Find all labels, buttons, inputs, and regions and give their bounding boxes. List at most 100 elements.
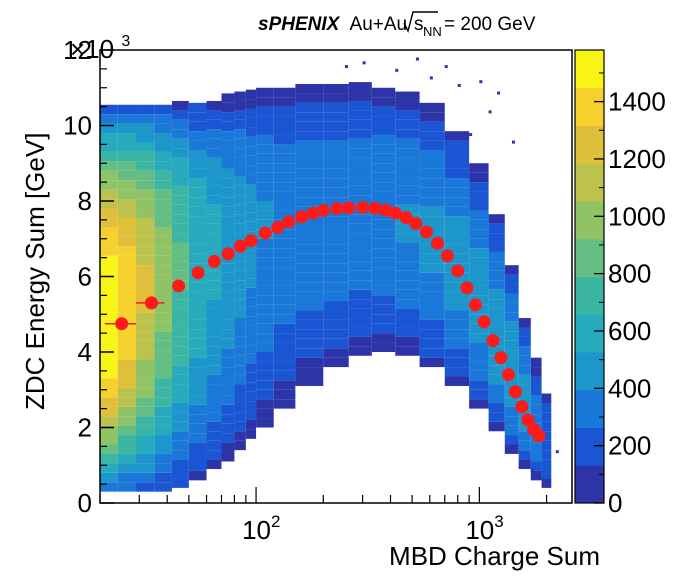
- heatmap-cell: [245, 287, 257, 298]
- heatmap-cell: [136, 133, 155, 143]
- heatmap-cell: [221, 423, 235, 434]
- colorbar-segment: [575, 125, 604, 164]
- title-energy-subscript: NN: [423, 24, 442, 39]
- heatmap-cell: [117, 387, 137, 398]
- colorbar: 0 200 400 600 800 1000 1200 1400: [574, 49, 666, 518]
- heatmap-cell: [188, 159, 207, 169]
- heatmap-cell: [221, 206, 235, 217]
- heatmap-cell: [100, 208, 118, 218]
- heatmap-cell: [100, 425, 118, 436]
- heatmap-cell: [234, 138, 246, 149]
- heatmap-cell: [234, 402, 246, 413]
- heatmap-cell: [188, 442, 207, 453]
- heatmap-cell: [273, 314, 296, 324]
- profile-point: [258, 226, 272, 240]
- colorbar-tick-label: 200: [608, 431, 651, 461]
- heatmap-cell: [395, 327, 420, 337]
- heatmap-cell: [188, 187, 207, 198]
- heatmap-cell: [444, 329, 470, 339]
- heatmap-cell: [419, 301, 445, 311]
- heatmap-cell: [117, 406, 137, 417]
- heatmap-cell: [530, 452, 542, 462]
- heatmap-cell: [518, 365, 531, 375]
- heatmap-cell: [395, 251, 420, 262]
- heatmap-cell: [136, 378, 155, 388]
- heatmap-cell: [273, 144, 296, 154]
- heatmap-cell: [188, 121, 207, 132]
- heatmap-cell: [395, 157, 420, 168]
- heatmap-cell: [171, 440, 189, 451]
- heatmap-cell: [371, 295, 396, 305]
- heatmap-cell: [419, 197, 445, 207]
- heatmap-cell: [234, 346, 246, 356]
- heatmap-cell: [444, 206, 470, 217]
- heatmap-cell: [419, 357, 445, 368]
- heatmap-cell: [188, 423, 207, 434]
- heatmap-cell: [171, 421, 189, 432]
- heatmap-cell: [171, 365, 189, 375]
- heatmap-cell: [154, 435, 172, 445]
- heatmap-cell: [504, 302, 519, 313]
- heatmap-cell: [444, 272, 470, 283]
- heatmap-cell: [154, 236, 172, 247]
- heatmap-cell: [245, 108, 257, 118]
- heatmap-cell: [444, 159, 470, 169]
- heatmap-cell: [518, 440, 531, 451]
- heatmap-cell: [136, 265, 155, 275]
- heatmap-cell: [348, 346, 372, 356]
- heatmap-cell: [273, 304, 296, 315]
- heatmap-cell: [323, 253, 349, 264]
- heatmap-cell: [136, 227, 155, 237]
- heatmap-cell: [419, 244, 445, 254]
- colorbar-segment: [575, 201, 604, 240]
- heatmap-cell: [444, 244, 470, 254]
- heatmap-cell: [154, 416, 172, 426]
- profile-point: [460, 281, 474, 295]
- heatmap-outlier: [511, 140, 515, 144]
- heatmap-cell: [371, 276, 396, 286]
- heatmap-cell: [234, 185, 246, 196]
- heatmap-cell: [504, 359, 519, 369]
- heatmap-cell: [206, 289, 222, 300]
- heatmap-cell: [221, 442, 235, 453]
- heatmap-cell: [469, 191, 489, 201]
- heatmap-cell: [469, 370, 489, 381]
- heatmap-cell: [256, 144, 274, 154]
- heatmap-cell: [395, 138, 420, 149]
- profile-point: [356, 200, 370, 214]
- heatmap-cell: [469, 389, 489, 400]
- heatmap-cell: [395, 167, 420, 177]
- heatmap-cell: [295, 187, 324, 198]
- heatmap-cell: [444, 282, 470, 292]
- heatmap-cell: [469, 238, 489, 249]
- heatmap-cell: [245, 382, 257, 392]
- heatmap-cell: [419, 178, 445, 188]
- y-tick-label: 6: [78, 262, 92, 292]
- heatmap-cell: [117, 312, 137, 322]
- profile-point: [306, 206, 320, 220]
- heatmap-cell: [256, 370, 274, 381]
- heatmap-cell: [221, 385, 235, 396]
- heatmap-cell: [136, 453, 155, 464]
- colorbar-segment: [575, 389, 604, 428]
- heatmap-cell: [273, 87, 296, 98]
- heatmap-cell: [348, 223, 372, 234]
- profile-point: [508, 385, 522, 399]
- heatmap-cell: [245, 344, 257, 354]
- heatmap-cell: [256, 389, 274, 400]
- heatmap-cell: [371, 116, 396, 126]
- heatmap-cell: [348, 176, 372, 186]
- sqrt-sign: [403, 11, 438, 33]
- heatmap-cell: [100, 265, 118, 275]
- heatmap-cell: [541, 431, 552, 441]
- heatmap-cell: [295, 348, 324, 358]
- colorbar-tick-label: 400: [608, 373, 651, 403]
- heatmap-cell: [518, 421, 531, 432]
- heatmap-cell: [171, 185, 189, 196]
- heatmap-cell: [188, 319, 207, 330]
- heatmap-cell: [100, 236, 118, 247]
- heatmap-cell: [221, 291, 235, 302]
- heatmap-cell: [469, 352, 489, 362]
- heatmap-cell: [371, 163, 396, 173]
- heatmap-cell: [136, 104, 155, 115]
